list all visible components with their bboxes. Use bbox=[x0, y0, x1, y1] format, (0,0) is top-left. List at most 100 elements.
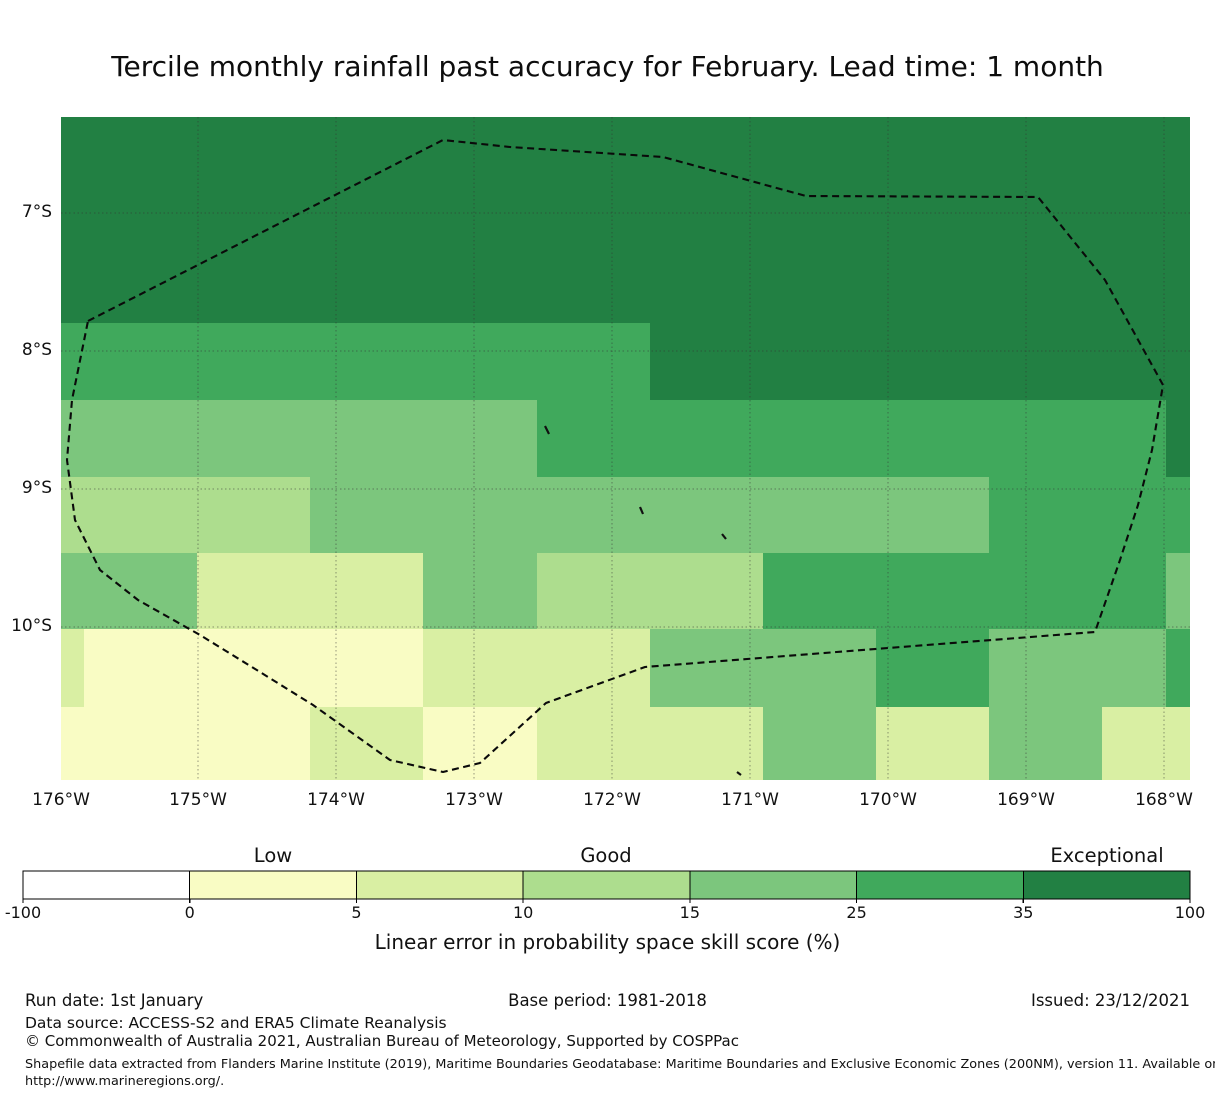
issued-date: Issued: 23/12/2021 bbox=[1030, 991, 1190, 1010]
map-cell bbox=[537, 400, 650, 477]
map-cell bbox=[61, 169, 84, 246]
map-cell bbox=[310, 400, 423, 477]
colorbar-axis-label: Linear error in probability space skill … bbox=[374, 930, 841, 954]
map-cell bbox=[310, 117, 423, 169]
map-cell bbox=[650, 477, 763, 553]
map-cell bbox=[84, 629, 197, 707]
x-tick-label: 174°W bbox=[307, 790, 365, 810]
map-cell bbox=[423, 400, 537, 477]
map-cell bbox=[650, 553, 763, 629]
map-cell bbox=[876, 477, 989, 553]
map-cell bbox=[537, 323, 650, 400]
map-cell bbox=[84, 117, 197, 169]
x-tick-label: 176°W bbox=[32, 790, 90, 810]
map-cell bbox=[1102, 553, 1166, 629]
map-cell bbox=[61, 477, 84, 553]
map-cell bbox=[537, 629, 650, 707]
map-cell bbox=[423, 707, 537, 780]
map-cell bbox=[84, 169, 197, 246]
map-cell bbox=[763, 117, 876, 169]
x-tick-label: 170°W bbox=[859, 790, 917, 810]
map-cell bbox=[537, 117, 650, 169]
map-cell bbox=[84, 246, 197, 323]
map-cell bbox=[84, 323, 197, 400]
map-cell bbox=[310, 707, 423, 780]
colorbar-category-label: Exceptional bbox=[1050, 844, 1164, 867]
map-cell bbox=[423, 246, 537, 323]
map-cell bbox=[84, 553, 197, 629]
map-cell bbox=[1102, 707, 1166, 780]
map-cell bbox=[537, 553, 650, 629]
map-cell bbox=[989, 707, 1102, 780]
map-cell bbox=[61, 323, 84, 400]
y-tick-label: 8°S bbox=[21, 340, 52, 360]
colorbar-segment bbox=[22, 870, 191, 900]
map-cell bbox=[84, 707, 197, 780]
island-mark bbox=[638, 506, 645, 515]
map-cell bbox=[537, 246, 650, 323]
map-cell bbox=[1102, 629, 1166, 707]
map-cell bbox=[1102, 169, 1166, 246]
colorbar-tick-label: -100 bbox=[4, 903, 42, 922]
map-cell bbox=[650, 323, 763, 400]
map-cell bbox=[1166, 323, 1190, 400]
map-cell bbox=[650, 246, 763, 323]
map-cell bbox=[1166, 629, 1190, 707]
map-cell bbox=[84, 477, 197, 553]
map-cell bbox=[197, 553, 310, 629]
map-cell bbox=[1102, 117, 1166, 169]
colorbar-tick-label: 5 bbox=[351, 903, 362, 922]
map-cell bbox=[876, 246, 989, 323]
map-cell bbox=[423, 169, 537, 246]
x-tick-label: 169°W bbox=[997, 790, 1055, 810]
map-cell bbox=[84, 400, 197, 477]
colorbar-tick-label: 35 bbox=[1013, 903, 1034, 922]
map-cell bbox=[61, 246, 84, 323]
map-cell bbox=[310, 323, 423, 400]
map-cell bbox=[763, 553, 876, 629]
colorbar-tick-label: 25 bbox=[846, 903, 867, 922]
x-tick-label: 175°W bbox=[169, 790, 227, 810]
colorbar-segment bbox=[355, 870, 524, 900]
map-cell bbox=[876, 400, 989, 477]
map-cell bbox=[1166, 169, 1190, 246]
map-cell bbox=[310, 477, 423, 553]
map-cell bbox=[423, 629, 537, 707]
map-cell bbox=[989, 400, 1102, 477]
map-cell bbox=[61, 553, 84, 629]
map-cell bbox=[650, 400, 763, 477]
map-cell bbox=[876, 117, 989, 169]
map-cell bbox=[989, 629, 1102, 707]
map-cell bbox=[763, 400, 876, 477]
map-cell bbox=[537, 707, 650, 780]
eez-boundary bbox=[65, 138, 1165, 774]
map-cell bbox=[763, 323, 876, 400]
map-cell bbox=[876, 169, 989, 246]
data-source: Data source: ACCESS-S2 and ERA5 Climate … bbox=[25, 1014, 447, 1032]
map-cell bbox=[876, 323, 989, 400]
map-cell bbox=[197, 169, 310, 246]
map-cell bbox=[876, 707, 989, 780]
shapefile-note-line1: Shapefile data extracted from Flanders M… bbox=[25, 1057, 1215, 1072]
y-tick-label: 7°S bbox=[21, 202, 52, 222]
map-cell bbox=[1102, 246, 1166, 323]
colorbar-segment bbox=[1022, 870, 1191, 900]
island-mark bbox=[736, 771, 742, 776]
map-cell bbox=[310, 246, 423, 323]
map-cell bbox=[763, 246, 876, 323]
map-cell bbox=[197, 117, 310, 169]
x-tick-label: 172°W bbox=[583, 790, 641, 810]
island-mark bbox=[544, 425, 550, 435]
map-cell bbox=[989, 323, 1102, 400]
map-cell bbox=[763, 477, 876, 553]
map-cell bbox=[989, 117, 1102, 169]
y-tick-label: 10°S bbox=[11, 616, 52, 636]
colorbar-tick-label: 10 bbox=[512, 903, 534, 922]
map-cell bbox=[1166, 553, 1190, 629]
colorbar-segment bbox=[689, 870, 858, 900]
map-cell bbox=[763, 707, 876, 780]
map-cell bbox=[310, 629, 423, 707]
map-cell bbox=[1166, 246, 1190, 323]
map-cell bbox=[423, 477, 537, 553]
map-cell bbox=[61, 117, 84, 169]
